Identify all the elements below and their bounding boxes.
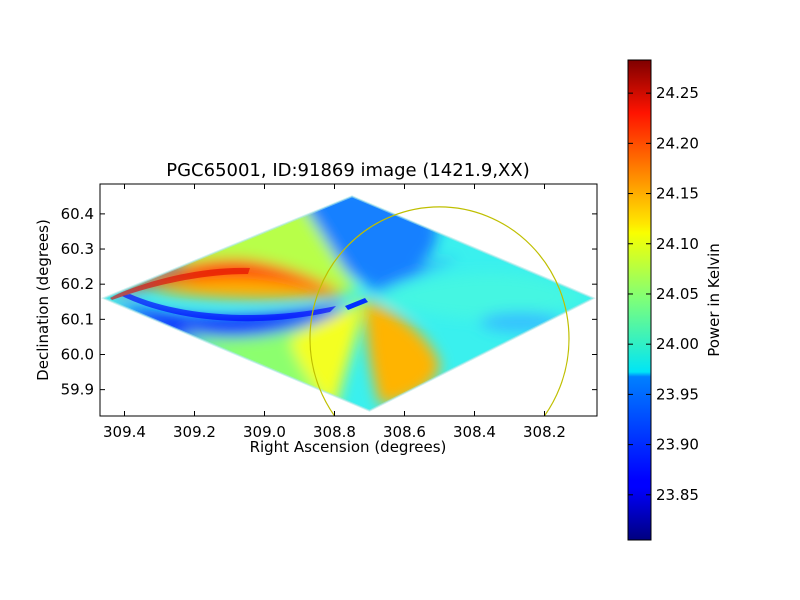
y-tick-label: 60.0: [61, 345, 94, 363]
footprint-edge: [100, 195, 596, 412]
x-axis: 309.4 309.2 309.0 308.8 308.6 308.4 308.2: [103, 184, 566, 441]
colorbar-tick-label: 23.85: [656, 486, 699, 504]
colorbar-tick-label: 24.15: [656, 185, 699, 203]
colorbar-tick-label: 23.95: [656, 385, 699, 403]
colorbar-label: Power in Kelvin: [705, 243, 723, 357]
heatmap-feature-orange-band: [150, 278, 345, 300]
heatmap-feature-lower-orange-lobe: [365, 300, 440, 405]
y-tick-label: 59.9: [61, 381, 94, 399]
heatmap-feature-dark-red-core: [110, 267, 250, 300]
x-tick-label: 308.2: [523, 423, 566, 441]
heatmap-feature-dark-blue-band: [122, 294, 336, 322]
x-tick-label: 308.6: [383, 423, 426, 441]
y-tick-label: 60.3: [61, 240, 94, 258]
x-tick-label: 309.2: [173, 423, 216, 441]
x-tick-label: 308.8: [313, 423, 356, 441]
colorbar-frame: [627, 59, 652, 541]
y-tick-label: 60.1: [61, 310, 94, 328]
x-tick-label: 309.4: [103, 423, 146, 441]
colorbar-tick-label: 24.20: [656, 134, 699, 152]
colorbar-tick-label: 23.90: [656, 436, 699, 454]
colorbar-ticks: 23.85 23.90 23.95 24.00 24.05 24.10 24.15 24.20…: [628, 84, 699, 504]
colorbar-gradient: [628, 60, 651, 540]
colorbar-tick-label: 24.10: [656, 235, 699, 253]
plot-frame: [99, 183, 598, 417]
heatmap-footprint: [103, 196, 594, 411]
chart-title: PGC65001, ID:91869 image (1421.9,XX): [166, 160, 530, 181]
heatmap-feature-upper-right-blue: [365, 258, 460, 293]
y-axis-label: Declination (degrees): [34, 219, 52, 381]
colorbar-tick-label: 24.00: [656, 335, 699, 353]
x-axis-label: Right Ascension (degrees): [250, 438, 447, 456]
x-tick-label: 309.0: [243, 423, 286, 441]
x-tick-label: 308.4: [453, 423, 496, 441]
heatmap-feature-right-cyan: [380, 273, 590, 319]
colorbar-tick-label: 24.25: [656, 84, 699, 102]
heatmap-feature-lower-yellow-lobe: [290, 300, 365, 410]
y-axis: 59.9 60.0 60.1 60.2 60.3 60.4: [61, 205, 597, 399]
y-tick-label: 60.2: [61, 275, 94, 293]
overlay-circle: [309, 206, 570, 416]
heatmap-feature-central-blue-bar: [345, 298, 368, 310]
colorbar: 23.85 23.90 23.95 24.00 24.05 24.10 24.15 24.20…: [627, 59, 723, 541]
colorbar-tick-label: 24.05: [656, 285, 699, 303]
y-tick-label: 60.4: [61, 205, 94, 223]
